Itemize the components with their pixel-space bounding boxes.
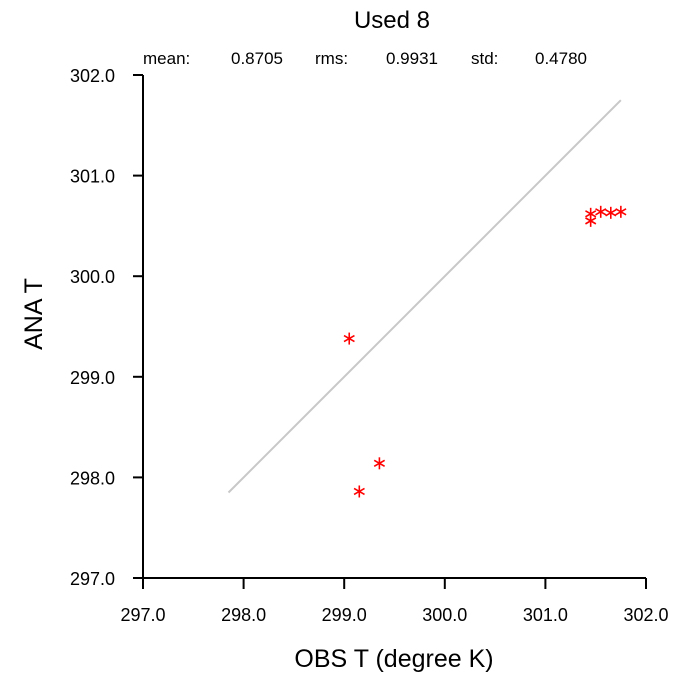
data-points (343, 205, 627, 498)
stats-line: mean: 0.8705 rms: 0.9931 std: 0.4780 (143, 49, 587, 68)
y-tick-label-5: 302.0 (70, 66, 115, 86)
y-ticks: 297.0 298.0 299.0 300.0 301.0 302.0 (70, 66, 143, 589)
rms-value: 0.9931 (386, 49, 438, 68)
x-tick-label-4: 301.0 (523, 605, 568, 625)
x-axis-label: OBS T (degree K) (294, 645, 493, 673)
std-value: 0.4780 (535, 49, 587, 68)
data-point-5 (595, 205, 607, 218)
data-point-0 (343, 332, 355, 345)
x-tick-label-5: 302.0 (623, 605, 668, 625)
reference-line (227, 99, 622, 494)
y-tick-label-2: 299.0 (70, 368, 115, 388)
data-point-2 (373, 457, 386, 470)
mean-label: mean: (143, 49, 190, 68)
mean-value: 0.8705 (231, 49, 283, 68)
y-tick-label-0: 297.0 (70, 569, 115, 589)
data-point-1 (353, 485, 365, 498)
data-point-4 (585, 214, 597, 227)
x-ticks: 297.0 298.0 299.0 300.0 301.0 302.0 (120, 578, 669, 625)
data-point-6 (605, 206, 617, 219)
chart-title: Used 8 (354, 7, 430, 34)
y-tick-label-3: 300.0 (70, 267, 115, 287)
std-label: std: (471, 49, 498, 68)
x-tick-label-2: 299.0 (322, 605, 367, 625)
y-axis-label: ANA T (20, 278, 48, 350)
x-tick-label-3: 300.0 (422, 605, 467, 625)
x-tick-label-1: 298.0 (221, 605, 266, 625)
y-tick-label-4: 301.0 (70, 167, 115, 187)
rms-label: rms: (315, 49, 348, 68)
data-point-7 (615, 205, 627, 218)
x-tick-label-0: 297.0 (120, 605, 165, 625)
y-tick-label-1: 298.0 (70, 468, 115, 488)
